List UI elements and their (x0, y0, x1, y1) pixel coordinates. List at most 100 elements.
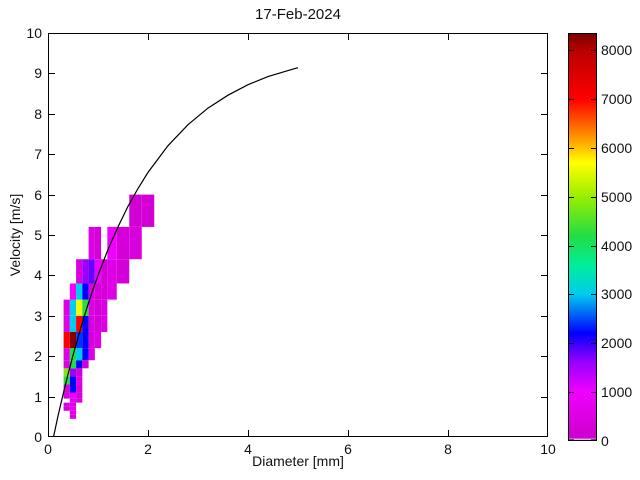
heatmap-cell (63, 299, 70, 316)
heatmap-cell (63, 315, 70, 332)
heatmap-cell (63, 384, 70, 393)
heatmap-cell (82, 283, 89, 300)
colorbar-tick-label: 5000 (601, 188, 633, 205)
heatmap-cell (88, 315, 95, 332)
heatmap-cell (101, 315, 108, 332)
heatmap-cell (69, 376, 77, 385)
heatmap-cell (129, 226, 142, 260)
heatmap-cell (76, 299, 83, 316)
heatmap-cell (94, 299, 102, 316)
heatmap-cell (116, 226, 130, 260)
x-tick-label: 4 (244, 441, 252, 457)
heatmap-cell (69, 283, 77, 300)
heatmap-cell (76, 384, 83, 393)
heatmap-cell (63, 360, 70, 369)
heatmap-cell (76, 360, 83, 369)
colorbar-tick-label: 4000 (601, 237, 633, 254)
heatmap-cell (82, 331, 89, 349)
heatmap-cell (76, 331, 83, 349)
colorbar (568, 33, 597, 441)
heatmap-cell (69, 299, 77, 316)
heatmap-cell (116, 259, 130, 284)
heatmap-cell (76, 368, 83, 377)
heatmap-cell (69, 410, 77, 415)
y-tick-label: 0 (34, 429, 42, 445)
x-tick-label: 8 (444, 441, 452, 457)
heatmap-cell (94, 331, 102, 349)
heatmap-cell (82, 348, 89, 361)
heatmap-cell (101, 299, 108, 316)
heatmap-cell (69, 414, 77, 419)
y-tick-label: 9 (34, 65, 42, 82)
heatmap-cell (129, 194, 142, 227)
colorbar-tick-label: 1000 (601, 384, 633, 401)
heatmap-cell (69, 402, 77, 407)
heatmap-cell (88, 299, 95, 316)
chart-title: 17-Feb-2024 (255, 6, 341, 23)
heatmap-cell (76, 348, 83, 361)
x-tick-label: 0 (44, 441, 52, 457)
heatmap-cell (82, 259, 89, 284)
heatmap-cell (76, 376, 83, 385)
heatmap-cell (107, 226, 117, 260)
heatmap-cell (69, 384, 77, 393)
heatmap-cell (101, 283, 108, 300)
y-tick-label: 7 (34, 146, 42, 163)
plot-area (48, 33, 548, 437)
heatmap-cell (107, 283, 117, 300)
x-tick-label: 6 (344, 441, 352, 457)
heatmap-cell (107, 259, 117, 284)
heatmap-cell (94, 283, 102, 300)
heatmap-cell (63, 368, 70, 377)
y-tick-label: 10 (26, 25, 42, 41)
y-tick-label: 3 (34, 307, 42, 324)
x-tick-label: 2 (144, 441, 152, 457)
heatmap-cell (76, 398, 83, 403)
colorbar-tick-label: 7000 (601, 90, 633, 107)
heatmap-cell (63, 392, 70, 399)
heatmap-cell (63, 406, 70, 411)
colorbar-tick-label: 2000 (601, 335, 633, 352)
heatmap-cell (82, 360, 89, 369)
heatmap-cell (88, 259, 95, 284)
heatmap-cell (88, 226, 95, 260)
heatmap-cell (76, 259, 83, 284)
terminal-velocity-curve (52, 67, 299, 437)
heatmap-cell (69, 331, 77, 349)
heatmap-cell (82, 299, 89, 316)
heatmap-cell (69, 368, 77, 377)
heatmap-cell (69, 398, 77, 403)
colorbar-tick-label: 8000 (601, 42, 633, 59)
heatmap-cell (69, 406, 77, 411)
y-tick-label: 4 (34, 267, 42, 284)
heatmap-cell (63, 402, 70, 407)
heatmap-cell (76, 392, 83, 399)
heatmap-cell (88, 348, 95, 361)
heatmap-cell (82, 315, 89, 332)
heatmap-cell (69, 315, 77, 332)
heatmap-cell (63, 331, 70, 349)
y-tick-label: 6 (34, 186, 42, 203)
heatmap-cell (94, 315, 102, 332)
y-tick-label: 8 (34, 105, 42, 122)
heatmap-cell (69, 360, 77, 369)
y-tick-label: 2 (34, 348, 42, 365)
colorbar-tick-label: 6000 (601, 139, 633, 156)
x-axis-label: Diameter [mm] (252, 453, 344, 469)
colorbar-tick-label: 3000 (601, 286, 633, 303)
heatmap-cell (69, 392, 77, 399)
y-tick-label: 1 (34, 388, 42, 405)
x-tick-label: 10 (540, 441, 556, 457)
heatmap-cell (63, 348, 70, 361)
heatmap-cell (101, 259, 108, 284)
heatmap-cell (141, 194, 155, 227)
y-tick-label: 5 (34, 227, 42, 243)
colorbar-tick-label: 0 (601, 433, 609, 449)
heatmap-cell (94, 259, 102, 284)
heatmap-cell (76, 315, 83, 332)
y-axis-label: Velocity [m/s] (7, 193, 23, 277)
heatmap-cell (88, 331, 95, 349)
heatmap-cell (94, 226, 102, 260)
heatmap-cell (76, 283, 83, 300)
